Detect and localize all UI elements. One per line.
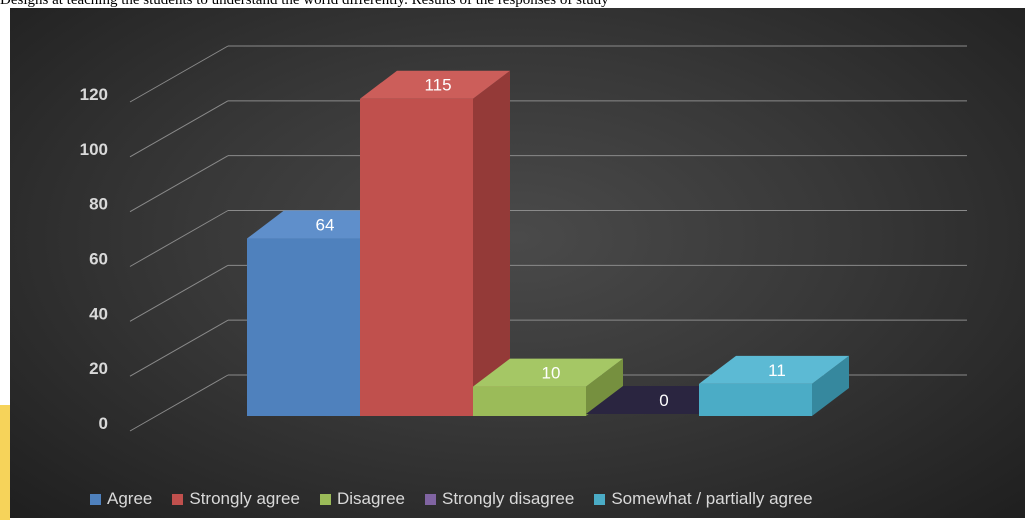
y-axis: 0 20 40 60 80 100 120	[80, 85, 108, 433]
y-tick-label: 100	[80, 140, 108, 159]
chart-panel: 0 20 40 60 80 100 120 64 115 10 0 11 Agree Strongly…	[10, 8, 1025, 518]
legend-item: Strongly agree	[172, 489, 300, 509]
legend-label: Strongly disagree	[442, 489, 575, 508]
gridline-floor-0	[129, 374, 229, 432]
bar-top	[699, 355, 849, 384]
gridline-floor-60	[129, 210, 229, 267]
y-tick-label: 20	[89, 359, 108, 378]
y-tick-label: 0	[99, 414, 108, 433]
legend-label: Somewhat / partially agree	[611, 489, 813, 508]
legend-swatch	[319, 493, 331, 505]
data-label: 10	[542, 364, 561, 383]
data-label: 64	[316, 216, 335, 235]
decorative-stripe	[0, 405, 10, 520]
legend: Agree Strongly agree Disagree Strongly disa…	[90, 488, 813, 510]
data-label: 0	[659, 391, 668, 410]
data-labels: 64 115 10 0 11	[316, 76, 786, 410]
legend-label: Agree	[107, 489, 153, 508]
bar-side	[586, 358, 623, 416]
bar-top	[360, 70, 510, 99]
bar-somewhat-partially-agree	[699, 355, 849, 416]
gridline-floor-20	[129, 319, 229, 377]
gridline-floor-120	[129, 45, 229, 103]
bar-disagree	[473, 358, 623, 416]
data-label: 115	[424, 76, 451, 95]
gridline-floor-40	[129, 264, 229, 322]
y-tick-label: 40	[89, 304, 108, 323]
y-tick-label: 120	[80, 85, 108, 104]
bars	[247, 70, 849, 417]
bar-side	[812, 355, 849, 416]
bar-front	[247, 238, 360, 416]
legend-item: Somewhat / partially agree	[594, 489, 813, 509]
gridline-floor-100	[129, 100, 229, 158]
figure-caption: Designs at teaching the students to unde…	[0, 0, 609, 8]
bar-strongly-agree	[360, 70, 510, 417]
bar-side	[473, 70, 510, 417]
bar-top	[247, 210, 397, 239]
legend-label: Strongly agree	[189, 489, 300, 508]
legend-swatch	[425, 493, 436, 505]
legend-item: Disagree	[319, 489, 405, 509]
data-label: 11	[768, 361, 786, 380]
bar-top	[586, 386, 736, 414]
y-tick-label: 80	[89, 195, 108, 214]
legend-swatch	[594, 493, 606, 505]
y-tick-label: 60	[89, 250, 108, 269]
legend-label: Disagree	[336, 489, 405, 508]
legend-item: Agree	[90, 489, 152, 509]
bar-top	[473, 358, 623, 387]
bar-front	[699, 383, 812, 416]
legend-item: Strongly disagree	[425, 489, 574, 509]
bar-front	[473, 386, 586, 416]
gridline-floor-80	[129, 155, 229, 213]
legend-swatch	[172, 493, 184, 505]
bar-front	[360, 98, 473, 416]
legend-swatch	[90, 493, 101, 505]
